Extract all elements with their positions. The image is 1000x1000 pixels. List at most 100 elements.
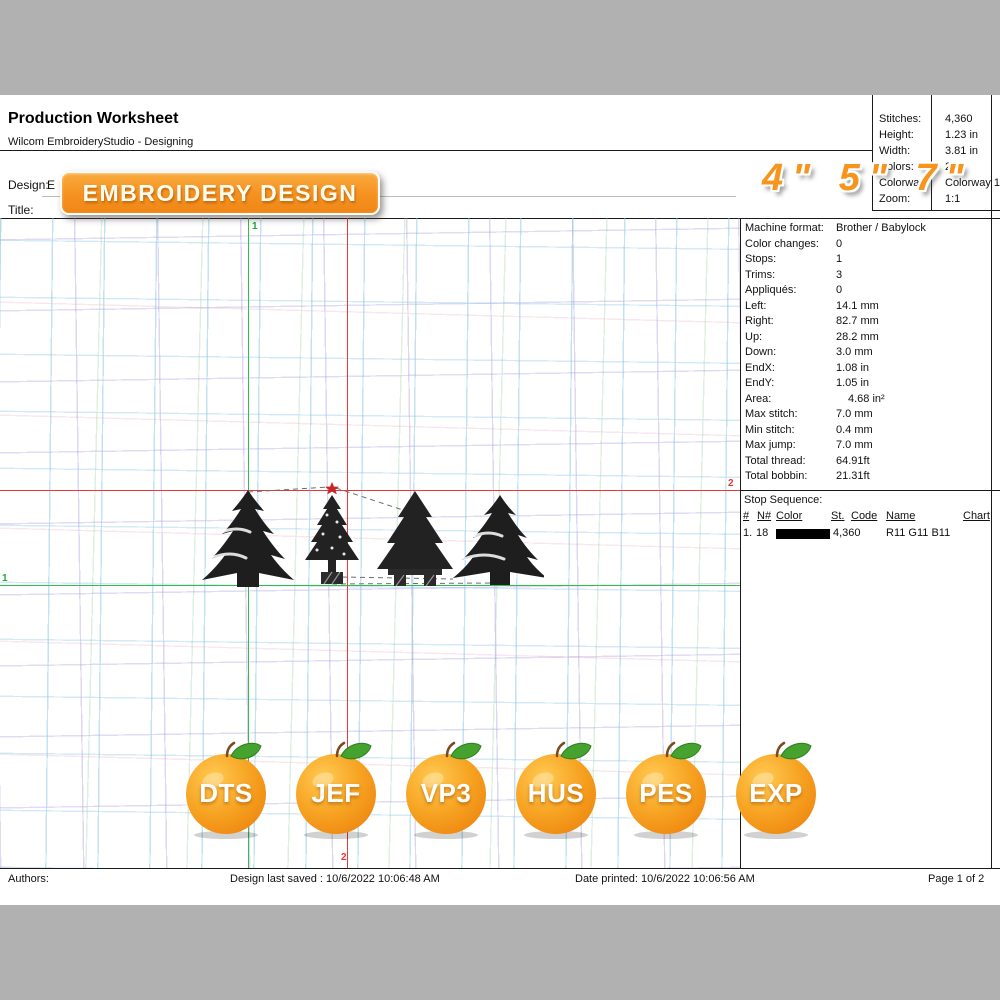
- footer-page: Page 1 of 2: [928, 873, 985, 885]
- stat-row: Height: 1.23 in: [879, 127, 1000, 143]
- footer-printed: Date printed: 10/6/2022 10:06:56 AM: [575, 873, 755, 885]
- design-canvas-grid: [0, 218, 740, 868]
- stem-icon: [775, 741, 786, 758]
- machine-label: Right:: [745, 315, 774, 327]
- machine-value: 64.91ft: [836, 454, 870, 467]
- machine-row: Down: 3.0 mm: [745, 345, 995, 361]
- stats-divider: [931, 95, 932, 210]
- ruler-mark-top: 1: [252, 221, 258, 232]
- footer-authors: Authors:: [8, 873, 49, 885]
- stat-value: 2: [945, 161, 952, 173]
- machine-row: Up: 28.2 mm: [745, 330, 995, 346]
- machine-panel: Machine format: Brother / Babylock Color …: [745, 221, 995, 485]
- tree-pine-icon: [453, 495, 544, 585]
- col-n: N#: [757, 510, 772, 522]
- stop-sequence-divider: [740, 490, 1000, 491]
- design-value: E: [47, 178, 56, 192]
- machine-row: Max stitch: 7.0 mm: [745, 407, 995, 423]
- footer-saved: Design last saved : 10/6/2022 10:06:48 A…: [230, 873, 440, 885]
- stat-value: 1:1: [945, 193, 961, 205]
- app-subtitle: Wilcom EmbroideryStudio - Designing: [8, 136, 194, 148]
- stem-icon: [335, 741, 346, 758]
- format-label: EXP: [749, 777, 803, 808]
- machine-label: Left:: [745, 299, 767, 312]
- cell-st: 4,360: [833, 527, 861, 539]
- stat-row: Stitches: 4,360: [879, 111, 1000, 127]
- machine-value: 82.7 mm: [836, 315, 879, 327]
- stem-icon: [665, 741, 676, 758]
- machine-value: 0.4 mm: [836, 423, 873, 436]
- stem-icon: [445, 741, 456, 758]
- stat-label: Height:: [879, 129, 914, 141]
- machine-row: Right: 82.7 mm: [745, 314, 995, 330]
- tree-triangle-icon: [377, 491, 453, 587]
- format-label: PES: [639, 777, 693, 808]
- machine-value: 3: [836, 268, 843, 281]
- footer: Authors: Design last saved : 10/6/2022 1…: [0, 873, 1000, 887]
- embroidery-design-preview: [202, 482, 544, 587]
- machine-label: Color changes:: [745, 237, 819, 250]
- stat-row: Zoom: 1:1: [879, 191, 1000, 207]
- format-badge-pes: PES: [621, 740, 711, 840]
- stat-value: 3.81 in: [945, 145, 979, 157]
- green-horizontal-guide: [0, 585, 740, 586]
- machine-label: EndX:: [745, 361, 775, 374]
- machine-label: Total bobbin:: [745, 470, 808, 482]
- title-label: Title:: [8, 203, 34, 217]
- leaf-icon: [780, 742, 812, 760]
- machine-row: EndX: 1.08 in: [745, 361, 995, 377]
- leaf-icon: [230, 742, 262, 760]
- machine-row: Area: 4.68 in²: [745, 392, 995, 408]
- format-badge-hus: HUS: [511, 740, 601, 840]
- format-label: VP3: [420, 777, 472, 808]
- cell-n: 18: [756, 527, 769, 539]
- machine-row: EndY: 1.05 in: [745, 376, 995, 392]
- machine-label: EndY:: [745, 377, 775, 389]
- format-label: JEF: [311, 777, 361, 808]
- format-badge-dts: DTS: [181, 740, 271, 840]
- format-badge-vp3: VP3: [401, 740, 491, 840]
- stat-label: Width:: [879, 145, 911, 157]
- orange-fruit-icon: [516, 741, 596, 839]
- machine-label: Trims:: [745, 268, 776, 281]
- stem-icon: [225, 741, 236, 758]
- machine-value: 1.08 in: [836, 361, 870, 374]
- cell-name: R11 G11 B11: [886, 527, 951, 539]
- machine-row: Total bobbin: 21.31ft: [745, 469, 995, 485]
- col-num: #: [743, 510, 750, 522]
- machine-row: Appliqués: 0: [745, 283, 995, 299]
- design-underline: [42, 196, 736, 197]
- format-badge-jef: JEF: [291, 740, 381, 840]
- stat-label: Stitches:: [879, 113, 922, 125]
- page-title: Production Worksheet: [8, 110, 179, 127]
- worksheet-page: Production Worksheet Wilcom EmbroiderySt…: [0, 95, 1000, 905]
- sizes-watermark: 4" 5" 7": [762, 157, 973, 199]
- panel-left-border: [740, 218, 741, 868]
- jump-stitch-lines: [247, 486, 499, 585]
- machine-label: Down:: [745, 346, 777, 358]
- machine-label: Max stitch:: [745, 408, 798, 420]
- orange-fruit-icon: [736, 741, 816, 839]
- stop-sequence-title: Stop Sequence:: [744, 494, 823, 506]
- stat-label: Colorway:: [879, 177, 928, 189]
- stat-row: Colors: 2: [879, 159, 1000, 175]
- stat-label: Colors:: [879, 161, 914, 173]
- tree-snowy-fir-icon: [202, 490, 294, 587]
- machine-label: Min stitch:: [745, 423, 795, 436]
- embroidery-design-badge: EMBROIDERY DESIGN: [60, 171, 380, 215]
- machine-value: 4.68 in²: [848, 392, 885, 405]
- leaf-icon: [450, 742, 482, 760]
- format-badge-exp: EXP: [731, 740, 821, 840]
- ruler-mark-right: 2: [728, 478, 734, 489]
- cell-num: 1.: [743, 527, 753, 539]
- stat-value: 1.23 in: [945, 129, 979, 141]
- machine-label: Up:: [745, 330, 763, 343]
- stat-label: Zoom:: [879, 193, 911, 205]
- machine-value: 7.0 mm: [836, 408, 873, 420]
- machine-row: Color changes: 0: [745, 237, 995, 253]
- col-st: St.: [831, 510, 845, 522]
- leaf-icon: [340, 742, 372, 760]
- stop-sequence-header: # N# Color St. Code Name Chart: [740, 510, 1000, 524]
- machine-value: 3.0 mm: [836, 346, 873, 358]
- machine-value: 21.31ft: [836, 470, 870, 482]
